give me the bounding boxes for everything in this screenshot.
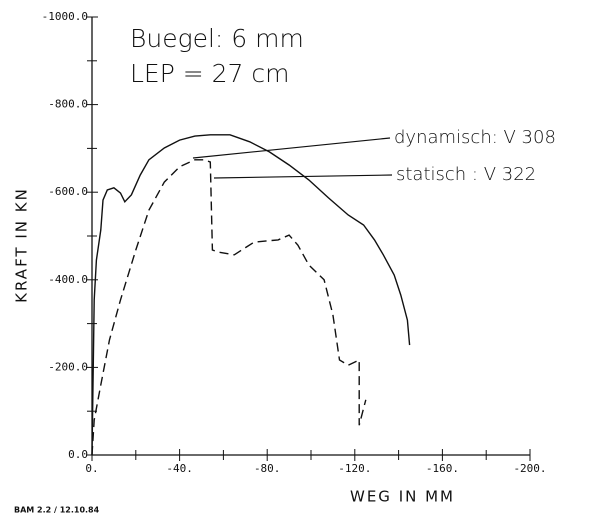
x-tick-label: -160.	[426, 462, 459, 475]
y-tick-label: -800.0	[48, 98, 88, 111]
x-tick-label: -120.	[338, 462, 371, 475]
x-tick-label: -80.	[254, 462, 281, 475]
y-axis-label: KRAFT IN KN	[13, 187, 31, 303]
y-tick-label: -1000.0	[42, 10, 88, 23]
x-tick-label: 0.	[85, 462, 98, 475]
x-tick-label: -200.	[513, 462, 546, 475]
annotation: Buegel: 6 mm	[130, 24, 304, 53]
y-tick-label: -600.0	[48, 185, 88, 198]
series-line	[91, 159, 367, 456]
legend-label: dynamisch: V 308	[394, 127, 556, 148]
footer: BAM 2.2 / 12.10.84	[14, 506, 100, 515]
legend-label: statisch : V 322	[396, 164, 536, 185]
x-axis-label: WEG IN MM	[350, 488, 455, 506]
x-tick-label: -40.	[166, 462, 193, 475]
y-tick-label: -200.0	[48, 360, 88, 373]
y-tick-label: -400.0	[48, 273, 88, 286]
annotation: LEP = 27 cm	[130, 59, 290, 88]
series-line	[91, 134, 411, 456]
leader-line	[192, 137, 391, 159]
y-tick-label: 0.0	[68, 448, 88, 461]
leader-line	[213, 174, 393, 179]
